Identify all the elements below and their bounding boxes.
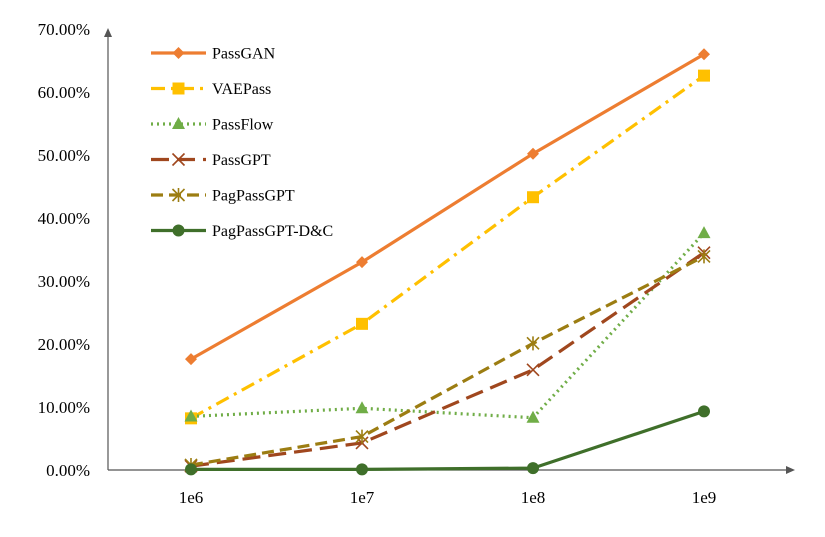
legend-label: PagPassGPT-D&C — [212, 223, 333, 240]
data-point — [356, 256, 368, 269]
data-point — [527, 147, 539, 160]
legend-item: VAEPass — [151, 81, 271, 98]
series-line — [190, 74, 705, 420]
data-point — [697, 226, 711, 239]
series-layer — [184, 48, 711, 476]
legend-label: PassFlow — [212, 117, 274, 134]
data-point — [355, 401, 369, 414]
y-tick-label: 70.00% — [38, 20, 90, 39]
y-tick-label: 0.00% — [46, 461, 90, 480]
y-axis-ticks: 0.00% 10.00% 20.00% 30.00% 40.00% 50.00% 60.00… — [38, 20, 90, 480]
legend-item: PagPassGPT-D&C — [151, 223, 333, 240]
series-pagpassgpt — [184, 249, 711, 472]
legend-label: PassGPT — [212, 152, 271, 169]
legend-label: PagPassGPT — [212, 188, 295, 205]
legend-label: PassGAN — [212, 46, 276, 63]
data-point — [355, 429, 369, 444]
y-tick-label: 50.00% — [38, 146, 90, 165]
legend-item: PassGAN — [151, 46, 276, 63]
legend: PassGAN VAEPass PassFlow PassGPT PagPassGPT P… — [151, 46, 333, 240]
data-point — [697, 249, 711, 264]
y-tick-label: 30.00% — [38, 272, 90, 291]
series-line — [190, 254, 705, 467]
x-axis-arrow — [786, 466, 795, 474]
series-pagpassgpt-d-c — [185, 405, 710, 476]
y-tick-label: 10.00% — [38, 398, 90, 417]
data-point — [526, 336, 540, 351]
legend-label: VAEPass — [212, 81, 271, 98]
series-passflow — [184, 226, 711, 423]
data-point — [356, 463, 368, 476]
x-tick-label: 1e9 — [692, 488, 717, 507]
series-passgan — [185, 48, 710, 366]
legend-marker — [171, 188, 186, 202]
legend-marker — [171, 152, 186, 167]
data-point — [184, 409, 198, 422]
legend-item: PassGPT — [151, 152, 271, 169]
y-tick-label: 60.00% — [38, 83, 90, 102]
legend-item: PassFlow — [151, 117, 274, 134]
data-point — [698, 48, 710, 61]
data-point — [356, 317, 368, 330]
x-tick-label: 1e7 — [350, 488, 375, 507]
legend-marker — [172, 47, 185, 59]
series-line — [190, 232, 706, 420]
legend-marker — [172, 224, 185, 237]
data-point — [698, 69, 710, 82]
x-tick-label: 1e6 — [179, 488, 204, 507]
series-passgpt — [184, 246, 711, 473]
legend-marker — [172, 82, 185, 95]
data-point — [527, 462, 539, 475]
x-axis-ticks: 1e6 1e7 1e8 1e9 — [179, 488, 717, 507]
y-tick-label: 20.00% — [38, 335, 90, 354]
legend-item: PagPassGPT — [151, 188, 295, 205]
data-point — [527, 191, 539, 204]
x-tick-label: 1e8 — [521, 488, 546, 507]
data-point — [526, 410, 540, 423]
data-point — [526, 363, 540, 377]
y-axis-arrow — [104, 28, 112, 37]
series-line — [190, 52, 705, 361]
series-line — [190, 251, 705, 468]
legend-marker — [172, 117, 185, 129]
data-point — [185, 353, 197, 366]
series-line — [191, 409, 705, 471]
data-point — [698, 405, 710, 418]
y-tick-label: 40.00% — [38, 209, 90, 228]
data-point — [185, 463, 197, 476]
